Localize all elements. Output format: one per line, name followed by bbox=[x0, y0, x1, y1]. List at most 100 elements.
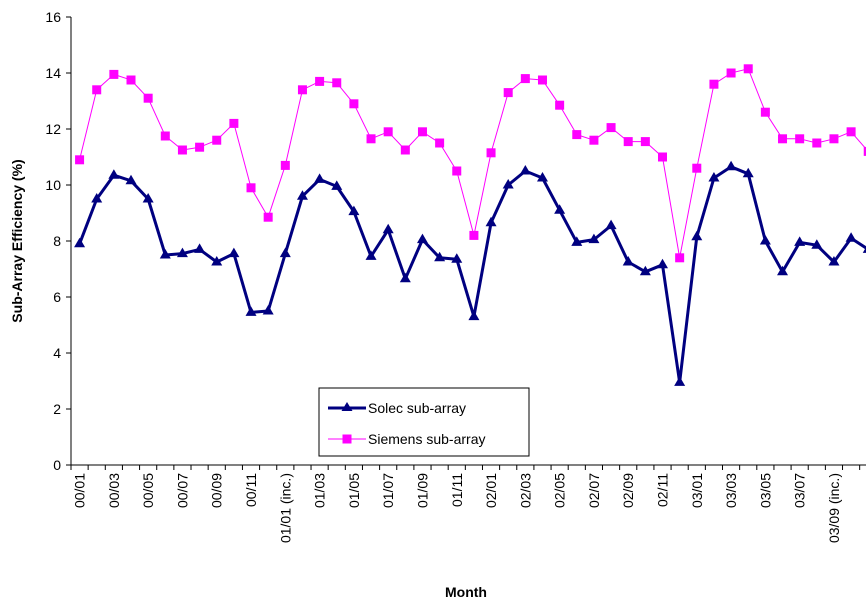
data-point-solec bbox=[125, 174, 137, 185]
data-point-solec bbox=[742, 167, 754, 178]
data-point-siemens bbox=[606, 123, 616, 133]
data-point-siemens bbox=[332, 78, 342, 88]
data-point-siemens bbox=[435, 138, 445, 148]
data-point-solec bbox=[571, 236, 583, 246]
data-point-solec bbox=[74, 237, 86, 248]
data-point-solec bbox=[451, 253, 463, 263]
data-point-solec bbox=[845, 232, 857, 242]
x-tick-label: 03/03 bbox=[723, 473, 739, 508]
y-tick-label: 10 bbox=[45, 177, 61, 193]
data-point-siemens bbox=[366, 134, 376, 144]
data-point-siemens bbox=[589, 135, 599, 145]
x-tick-label: 01/01 (inc.) bbox=[277, 473, 293, 543]
data-point-siemens bbox=[452, 166, 462, 176]
data-point-solec bbox=[331, 180, 343, 190]
x-tick-label: 00/07 bbox=[174, 473, 190, 508]
legend-swatch-siemens-marker bbox=[342, 434, 352, 444]
data-point-solec bbox=[536, 172, 548, 182]
data-point-siemens bbox=[537, 75, 547, 85]
y-axis: 0 2 4 6 8 10 12 14 16 bbox=[45, 9, 72, 473]
data-point-solec bbox=[108, 169, 120, 179]
x-tick-label: 01/03 bbox=[312, 473, 328, 508]
data-point-solec bbox=[262, 305, 274, 315]
data-point-siemens bbox=[195, 142, 205, 152]
data-point-siemens bbox=[520, 74, 530, 84]
data-point-siemens bbox=[315, 76, 325, 86]
data-point-siemens bbox=[486, 148, 496, 158]
data-point-solec bbox=[725, 160, 737, 171]
x-tick-label: 00/05 bbox=[140, 473, 156, 508]
y-tick-label: 8 bbox=[53, 233, 61, 249]
data-point-solec bbox=[314, 173, 326, 183]
data-point-siemens bbox=[640, 137, 650, 147]
data-point-solec bbox=[416, 233, 428, 244]
x-tick-label: 01/05 bbox=[346, 473, 362, 508]
series-layer bbox=[74, 64, 866, 386]
data-point-solec bbox=[485, 216, 497, 227]
data-point-siemens bbox=[795, 134, 805, 144]
x-tick-label: 00/09 bbox=[209, 473, 225, 508]
data-point-solec bbox=[605, 219, 617, 230]
y-tick-label: 0 bbox=[53, 457, 61, 473]
data-point-siemens bbox=[675, 253, 685, 263]
data-point-solec bbox=[434, 251, 446, 262]
data-point-siemens bbox=[846, 127, 856, 137]
x-tick-label: 02/09 bbox=[620, 473, 636, 508]
y-tick-label: 2 bbox=[53, 401, 61, 417]
data-point-siemens bbox=[760, 107, 770, 117]
data-point-solec bbox=[502, 179, 514, 189]
data-point-siemens bbox=[469, 230, 479, 240]
data-point-siemens bbox=[417, 127, 427, 137]
data-point-solec bbox=[657, 258, 669, 269]
data-point-solec bbox=[194, 243, 206, 253]
data-point-siemens bbox=[778, 134, 788, 144]
x-tick-label: 01/09 bbox=[414, 473, 430, 508]
x-tick-label: 02/11 bbox=[655, 473, 671, 507]
data-point-siemens bbox=[246, 183, 256, 193]
data-point-siemens bbox=[572, 130, 582, 140]
data-point-solec bbox=[176, 247, 188, 258]
data-point-solec bbox=[211, 256, 223, 266]
data-point-solec bbox=[365, 250, 377, 260]
x-tick-label: 00/11 bbox=[243, 473, 259, 507]
y-tick-label: 6 bbox=[53, 289, 61, 305]
series-line-solec bbox=[78, 165, 866, 384]
legend-box bbox=[318, 387, 530, 457]
data-point-siemens bbox=[743, 64, 753, 74]
x-tick-label: 01/07 bbox=[380, 473, 396, 508]
data-point-siemens bbox=[109, 69, 119, 79]
data-point-siemens bbox=[280, 160, 290, 170]
data-point-solec bbox=[399, 272, 411, 283]
x-tick-label: 03/09 (inc.) bbox=[826, 473, 842, 543]
data-point-siemens bbox=[75, 155, 85, 165]
data-point-siemens bbox=[726, 68, 736, 78]
data-point-siemens bbox=[829, 134, 839, 144]
x-axis: 00/01 00/03 00/05 00/07 00/09 00/11 01/01 (inc… bbox=[70, 464, 866, 543]
data-point-siemens bbox=[177, 145, 187, 155]
data-point-solec bbox=[519, 165, 531, 175]
data-point-solec bbox=[142, 193, 154, 203]
data-point-siemens bbox=[658, 152, 668, 162]
x-tick-label: 03/05 bbox=[757, 473, 773, 508]
legend: Solec sub-array Siemens sub-array bbox=[318, 387, 530, 457]
x-tick-label: 03/01 bbox=[689, 473, 705, 508]
data-point-siemens bbox=[503, 88, 513, 98]
x-tick-label: 00/03 bbox=[106, 473, 122, 508]
x-tick-label: 02/01 bbox=[483, 473, 499, 508]
data-point-solec bbox=[245, 306, 257, 316]
data-point-solec bbox=[159, 249, 171, 259]
data-point-solec bbox=[91, 193, 103, 203]
data-point-siemens bbox=[400, 145, 410, 155]
data-point-siemens bbox=[709, 79, 719, 89]
data-point-solec bbox=[811, 239, 823, 249]
data-point-siemens bbox=[555, 100, 565, 110]
data-point-solec bbox=[588, 233, 600, 244]
data-point-solec bbox=[777, 265, 789, 276]
y-tick-label: 14 bbox=[45, 65, 61, 81]
data-point-siemens bbox=[263, 212, 273, 222]
data-point-siemens bbox=[143, 93, 153, 103]
legend-label-solec: Solec sub-array bbox=[368, 400, 466, 416]
data-point-siemens bbox=[692, 163, 702, 173]
x-tick-label: 01/11 bbox=[449, 473, 465, 507]
